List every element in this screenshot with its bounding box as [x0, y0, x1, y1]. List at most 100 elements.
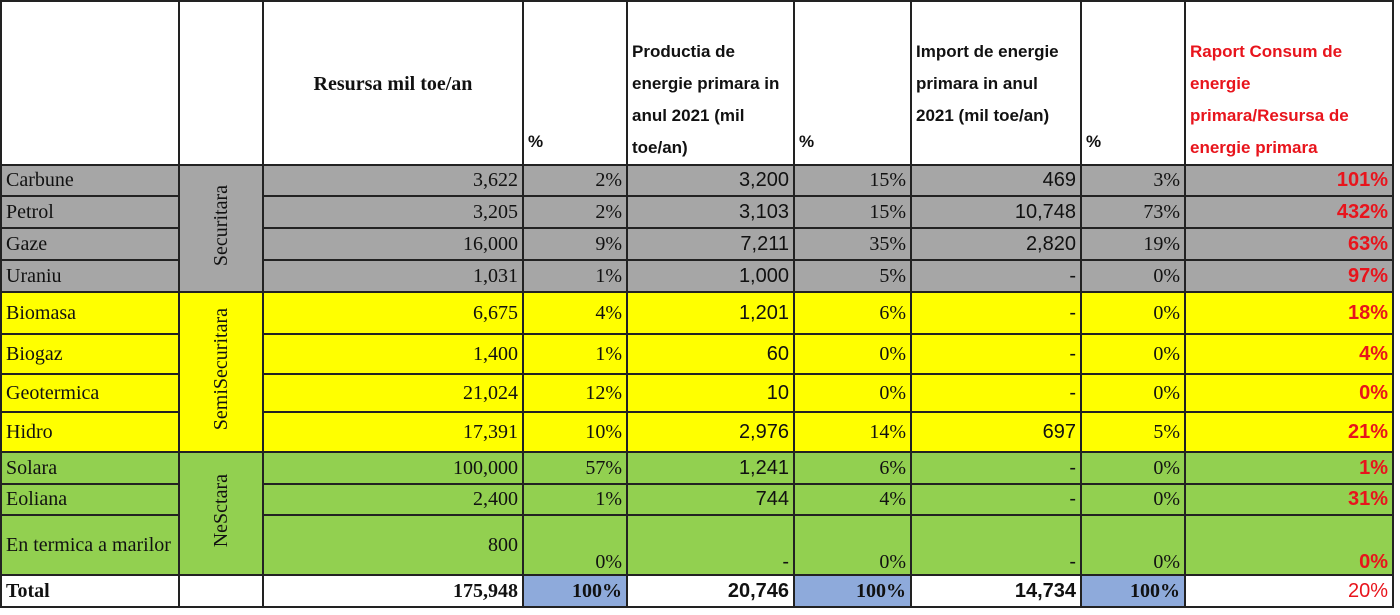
cell-import: - [910, 451, 1082, 485]
row-name: Biogaz [0, 333, 180, 375]
cell-resource: 3,622 [262, 164, 524, 197]
total-import: 14,734 [910, 574, 1082, 608]
row-name: Geotermica [0, 373, 180, 413]
cell-import-pct: 0% [1080, 259, 1186, 293]
header-import: Import de energie primara in anul 2021 (… [910, 0, 1082, 166]
group-label-security: Securitara [178, 164, 264, 293]
cell-ratio: 21% [1184, 411, 1394, 453]
cell-import: 10,748 [910, 195, 1082, 229]
cell-production: 1,201 [626, 291, 795, 335]
cell-ratio: 0% [1184, 373, 1394, 413]
header-resource-pct: % [522, 0, 628, 166]
cell-ratio: 18% [1184, 291, 1394, 335]
cell-import: - [910, 333, 1082, 375]
row-name: Hidro [0, 411, 180, 453]
cell-resource-pct: 2% [522, 164, 628, 197]
cell-ratio: 101% [1184, 164, 1394, 197]
cell-import-pct: 0% [1080, 291, 1186, 335]
cell-resource-pct: 2% [522, 195, 628, 229]
cell-production-pct: 4% [793, 483, 912, 516]
cell-import-pct: 3% [1080, 164, 1186, 197]
cell-resource-pct: 1% [522, 333, 628, 375]
cell-production-pct: 6% [793, 291, 912, 335]
cell-resource: 21,024 [262, 373, 524, 413]
cell-import: - [910, 259, 1082, 293]
cell-import-pct: 73% [1080, 195, 1186, 229]
table-row: Gaze 16,000 9% 7,211 35% 2,820 19% 63% [0, 227, 1394, 261]
row-name: En termica a marilor [0, 514, 180, 576]
row-name: Biomasa [0, 291, 180, 335]
header-ratio: Raport Consum de energie primara/Resursa… [1184, 0, 1394, 166]
cell-resource-pct: 9% [522, 227, 628, 261]
cell-import: - [910, 373, 1082, 413]
row-name: Gaze [0, 227, 180, 261]
cell-import-pct: 0% [1080, 373, 1186, 413]
table-row: Biomasa SemiSecuritara 6,675 4% 1,201 6%… [0, 291, 1394, 453]
cell-ratio: 63% [1184, 227, 1394, 261]
cell-production: 744 [626, 483, 795, 516]
cell-production: 3,200 [626, 164, 795, 197]
cell-import: 469 [910, 164, 1082, 197]
table-row: Hidro 17,391 10% 2,976 14% 697 5% 21% [0, 411, 1394, 453]
cell-resource: 2,400 [262, 483, 524, 516]
cell-resource: 16,000 [262, 227, 524, 261]
cell-production-pct: 0% [793, 514, 912, 576]
cell-ratio: 97% [1184, 259, 1394, 293]
cell-resource-pct: 4% [522, 291, 628, 335]
header-production: Productia de energie primara in anul 202… [626, 0, 795, 166]
group-non-security-text: NeSctara [209, 473, 232, 548]
cell-resource: 800 [262, 514, 524, 576]
total-production: 20,746 [626, 574, 795, 608]
row-name: Petrol [0, 195, 180, 229]
cell-production-pct: 6% [793, 451, 912, 485]
cell-production: 10 [626, 373, 795, 413]
cell-resource-pct: 57% [522, 451, 628, 485]
table-row: Uraniu 1,031 1% 1,000 5% - 0% 97% [0, 259, 1394, 293]
cell-resource: 17,391 [262, 411, 524, 453]
cell-resource: 3,205 [262, 195, 524, 229]
cell-resource-pct: 0% [522, 514, 628, 576]
header-production-pct: % [793, 0, 912, 166]
cell-ratio: 4% [1184, 333, 1394, 375]
total-production-pct: 100% [793, 574, 912, 608]
group-security-text: Securitara [209, 184, 232, 267]
total-ratio: 20% [1184, 574, 1394, 608]
cell-production-pct: 14% [793, 411, 912, 453]
cell-production-pct: 35% [793, 227, 912, 261]
cell-production: 1,000 [626, 259, 795, 293]
cell-resource-pct: 1% [522, 483, 628, 516]
header-import-pct: % [1080, 0, 1186, 166]
header-name [0, 0, 180, 166]
cell-import-pct: 5% [1080, 411, 1186, 453]
table-row: Eoliana 2,400 1% 744 4% - 0% 31% [0, 483, 1394, 516]
header-resource: Resursa mil toe/an [262, 0, 524, 166]
cell-production: 60 [626, 333, 795, 375]
row-name: Eoliana [0, 483, 180, 516]
header-row: Resursa mil toe/an % Productia de energi… [0, 0, 1394, 166]
cell-production: - [626, 514, 795, 576]
total-group-cell [178, 574, 264, 608]
cell-production: 7,211 [626, 227, 795, 261]
cell-import: - [910, 291, 1082, 335]
total-label: Total [0, 574, 180, 608]
total-resource: 175,948 [262, 574, 524, 608]
cell-production-pct: 0% [793, 373, 912, 413]
cell-import-pct: 0% [1080, 451, 1186, 485]
cell-ratio: 31% [1184, 483, 1394, 516]
cell-resource: 100,000 [262, 451, 524, 485]
cell-resource-pct: 10% [522, 411, 628, 453]
table-row: En termica a marilor 800 0% - 0% - 0% 0% [0, 514, 1394, 576]
cell-import-pct: 0% [1080, 333, 1186, 375]
table-row: Geotermica 21,024 12% 10 0% - 0% 0% [0, 373, 1394, 413]
table-row: Petrol 3,205 2% 3,103 15% 10,748 73% 432… [0, 195, 1394, 229]
cell-production: 1,241 [626, 451, 795, 485]
cell-resource-pct: 12% [522, 373, 628, 413]
cell-import-pct: 19% [1080, 227, 1186, 261]
cell-import-pct: 0% [1080, 483, 1186, 516]
cell-resource-pct: 1% [522, 259, 628, 293]
header-group [178, 0, 264, 166]
group-label-semi-security: SemiSecuritara [178, 291, 264, 453]
cell-import-pct: 0% [1080, 514, 1186, 576]
cell-ratio: 0% [1184, 514, 1394, 576]
